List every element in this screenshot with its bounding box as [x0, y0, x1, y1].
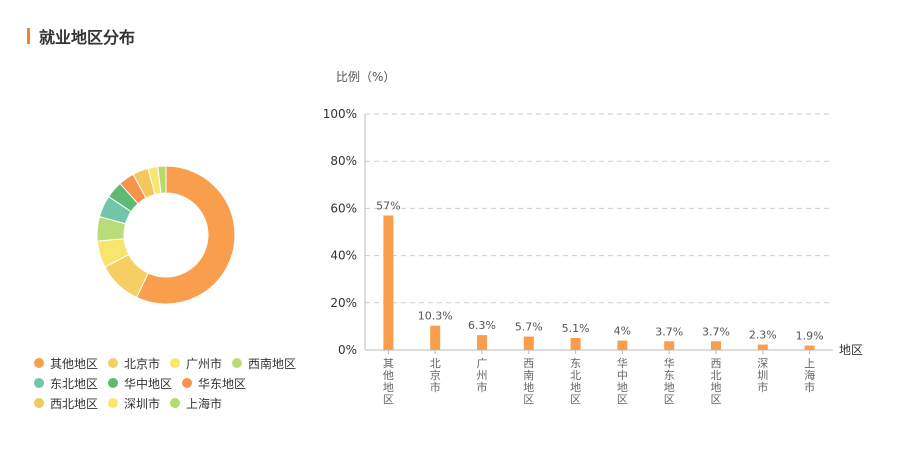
bar[interactable] — [711, 341, 721, 350]
title-accent-bar — [27, 28, 30, 44]
bar[interactable] — [804, 345, 815, 350]
donut-legend: 其他地区 北京市 广州市 西南地区东北地区 华中地区 华东地区西北地区 深圳市 上海市 — [34, 353, 314, 413]
x-tick-label: 上海市 — [804, 357, 815, 394]
bar[interactable] — [757, 344, 768, 350]
page-title: 就业地区分布 — [39, 28, 136, 47]
legend-swatch — [34, 358, 44, 368]
legend-label: 西南地区 — [248, 356, 297, 371]
legend-item[interactable]: 华东地区 — [182, 375, 246, 392]
donut-chart — [96, 165, 236, 305]
x-tick-label: 东北地区 — [570, 357, 581, 406]
legend-label: 上海市 — [186, 396, 223, 411]
y-tick-label: 60% — [330, 201, 357, 215]
legend-item[interactable]: 广州市 — [170, 355, 222, 372]
legend-label: 华东地区 — [198, 376, 247, 391]
legend-label: 深圳市 — [124, 396, 161, 411]
x-axis-label: 地区 — [839, 343, 863, 357]
legend-label: 西北地区 — [50, 396, 99, 411]
bar[interactable] — [383, 215, 394, 350]
legend-item[interactable]: 西南地区 — [232, 355, 296, 372]
bar[interactable] — [570, 337, 581, 350]
x-tick-label: 北京市 — [430, 357, 441, 394]
legend-swatch — [232, 358, 243, 368]
bar[interactable] — [477, 335, 487, 350]
x-tick-label: 深圳市 — [757, 357, 768, 394]
x-tick-label: 华东地区 — [664, 356, 675, 406]
legend-item[interactable]: 东北地区 — [34, 375, 98, 392]
x-tick-label: 广州市 — [477, 357, 488, 394]
x-tick-label: 华中地区 — [617, 356, 628, 406]
donut-slice[interactable] — [135, 165, 236, 305]
bar-data-label: 3.7% — [655, 325, 683, 338]
bar[interactable] — [523, 336, 534, 350]
legend-swatch — [170, 358, 181, 368]
legend-swatch — [182, 378, 193, 388]
legend-item[interactable]: 北京市 — [108, 355, 160, 372]
bar-data-label: 3.7% — [702, 325, 730, 338]
legend-swatch — [170, 398, 181, 408]
section-header: 就业地区分布 — [27, 27, 136, 47]
bar-data-label: 4% — [614, 325, 631, 338]
legend-row: 其他地区 北京市 广州市 西南地区 — [34, 353, 314, 373]
legend-swatch — [108, 398, 119, 408]
y-axis-label: 比例（%） — [336, 70, 396, 84]
x-tick-label: 西北地区 — [711, 357, 722, 406]
bar[interactable] — [430, 325, 441, 350]
y-tick-label: 0% — [338, 343, 357, 357]
legend-swatch — [108, 358, 119, 368]
legend-label: 其他地区 — [50, 356, 99, 371]
legend-label: 北京市 — [124, 356, 161, 371]
legend-label: 华中地区 — [124, 376, 173, 391]
bar-data-label: 5.1% — [562, 322, 590, 335]
x-tick-label: 其他地区 — [383, 357, 394, 406]
legend-label: 广州市 — [186, 356, 223, 371]
bar[interactable] — [617, 340, 628, 350]
legend-item[interactable]: 深圳市 — [108, 395, 160, 412]
x-tick-label: 西南地区 — [523, 357, 534, 406]
bar-data-label: 57% — [376, 199, 400, 212]
legend-swatch — [34, 378, 44, 388]
legend-swatch — [108, 378, 119, 388]
bar-data-label: 5.7% — [515, 321, 543, 334]
bar-data-label: 2.3% — [749, 329, 777, 342]
bar-data-label: 6.3% — [468, 319, 496, 332]
y-tick-label: 80% — [330, 154, 357, 168]
y-tick-label: 40% — [330, 249, 357, 263]
bar[interactable] — [664, 341, 675, 350]
bar-data-label: 10.3% — [418, 310, 453, 323]
legend-item[interactable]: 西北地区 — [34, 395, 98, 412]
legend-item[interactable]: 华中地区 — [108, 375, 172, 392]
legend-item[interactable]: 其他地区 — [34, 355, 98, 372]
y-tick-label: 100% — [323, 107, 357, 121]
legend-row: 西北地区 深圳市 上海市 — [34, 393, 314, 413]
bar-data-label: 1.9% — [796, 330, 824, 343]
legend-label: 东北地区 — [50, 376, 99, 391]
legend-swatch — [34, 398, 44, 408]
legend-item[interactable]: 上海市 — [170, 395, 222, 412]
donut-slice[interactable] — [157, 165, 167, 194]
bar-chart: 0% 20% 40% 60% 80% 100% 地区 57% 其他地区 10.3% 北京市 6.3% 广… — [323, 107, 863, 406]
y-tick-label: 20% — [330, 296, 357, 310]
legend-row: 东北地区 华中地区 华东地区 — [34, 373, 314, 393]
